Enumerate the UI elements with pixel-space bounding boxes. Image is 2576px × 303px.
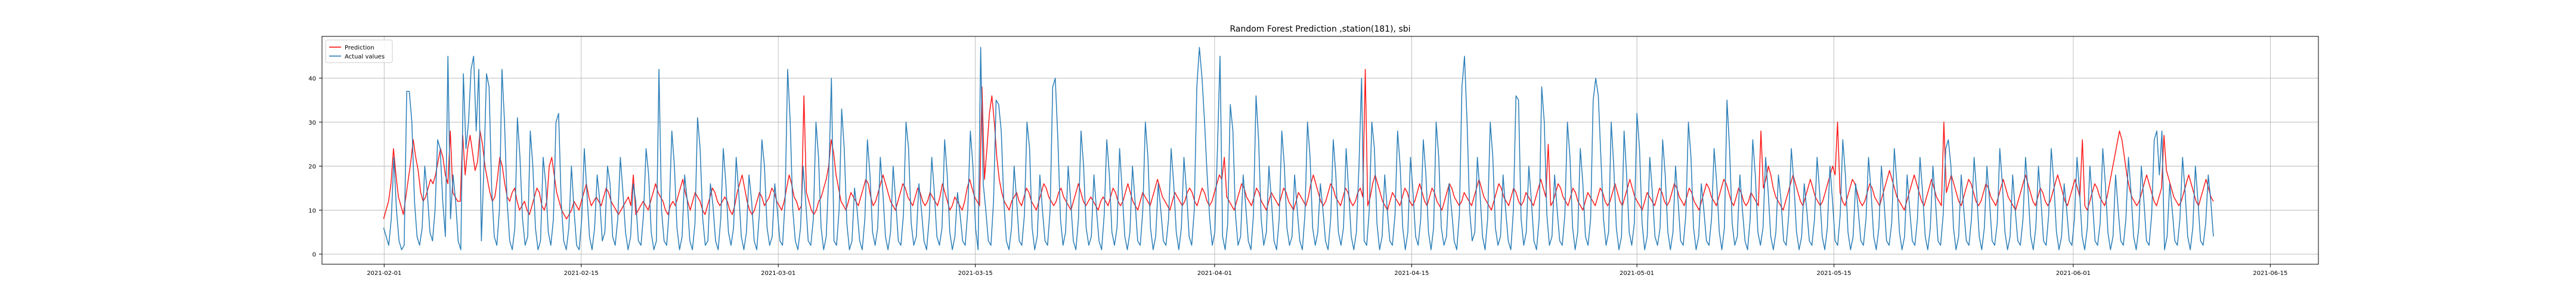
y-axis: 0 10 20 30 40 — [308, 76, 322, 258]
x-tick-label: 2021-04-15 — [1394, 270, 1429, 277]
legend-box — [325, 39, 393, 63]
series-line-actual-values — [383, 47, 2214, 251]
chart-title: Random Forest Prediction ,station(181), … — [1230, 24, 1410, 34]
grid — [322, 36, 2318, 264]
x-tick-label: 2021-05-01 — [1620, 270, 1654, 277]
x-tick-label: 2021-03-01 — [761, 270, 795, 277]
x-axis: 2021-02-01 2021-02-15 2021-03-01 2021-03-15… — [367, 264, 2287, 277]
legend-label-actual-values: Actual values — [345, 54, 385, 60]
x-tick-label: 2021-03-15 — [958, 270, 993, 277]
y-tick-label: 30 — [308, 120, 316, 126]
plot-frame — [321, 36, 2319, 265]
series-layer — [383, 47, 2214, 251]
x-tick-label: 2021-06-15 — [2253, 270, 2287, 277]
x-tick-label: 2021-06-01 — [2056, 270, 2091, 277]
x-tick-label: 2021-04-01 — [1197, 270, 1232, 277]
y-tick-label: 40 — [308, 76, 316, 82]
y-tick-label: 20 — [308, 164, 316, 171]
legend: Prediction Actual values — [325, 39, 393, 63]
legend-label-prediction: Prediction — [345, 45, 374, 51]
x-tick-label: 2021-05-15 — [1817, 270, 1852, 277]
x-tick-label: 2021-02-15 — [564, 270, 599, 277]
x-tick-label: 2021-02-01 — [367, 270, 401, 277]
y-tick-label: 10 — [308, 208, 316, 214]
y-tick-label: 0 — [312, 252, 316, 258]
